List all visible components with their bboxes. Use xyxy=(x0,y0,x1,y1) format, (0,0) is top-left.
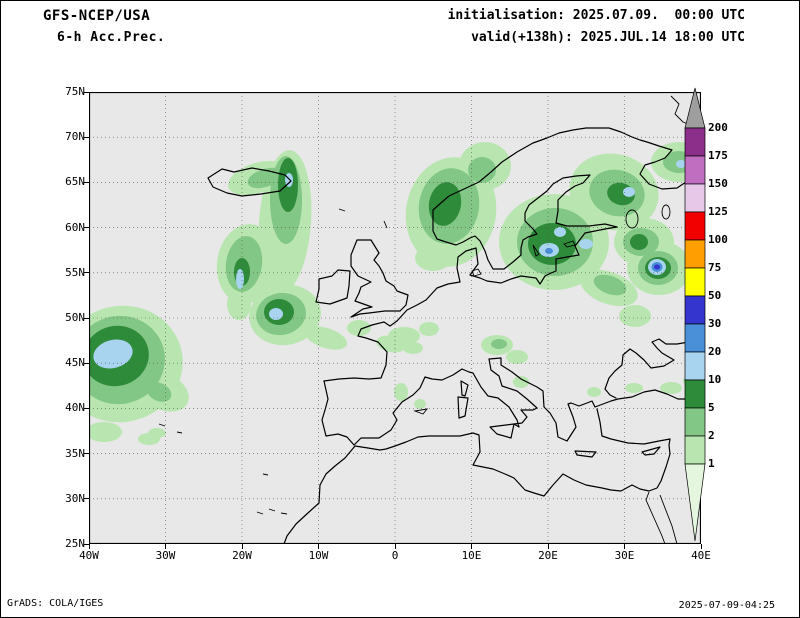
lat-tick-label: 25N xyxy=(65,537,85,550)
lat-tick-label: 40N xyxy=(65,401,85,415)
lat-tick xyxy=(84,317,89,319)
colorbar-tick-label: 2 xyxy=(708,429,715,442)
lat-tick xyxy=(84,543,89,545)
lon-tick xyxy=(241,544,243,549)
lon-tick xyxy=(471,544,472,549)
lat-tick-label: 50N xyxy=(65,311,85,324)
colorbar-tick-label: 125 xyxy=(708,205,728,218)
lon-tick-label: 20E xyxy=(538,549,558,562)
colorbar-segment xyxy=(684,211,706,241)
colorbar-segment xyxy=(684,351,706,381)
valid-time-label: valid(+138h): 2025.JUL.14 18:00 UTC xyxy=(471,30,745,45)
colorbar-tick-label: 50 xyxy=(708,289,722,302)
product-title: 6-h Acc.Prec. xyxy=(57,30,166,45)
lon-tick xyxy=(624,544,625,549)
colorbar-tick-label: 75 xyxy=(708,261,722,274)
precip-level-30-50mm xyxy=(654,264,660,270)
lon-tick-label: 30E xyxy=(614,549,635,562)
coastlines xyxy=(158,95,701,544)
lat-tick-label: 35N xyxy=(65,446,85,460)
colorbar-tick-label: 30 xyxy=(708,317,722,330)
lat-tick xyxy=(84,498,89,500)
lon-tick xyxy=(700,544,702,549)
colorbar-under-arrow xyxy=(684,463,706,542)
colorbar-segment xyxy=(684,183,706,213)
lat-tick-label: 70N xyxy=(65,130,85,144)
lat-tick-label: 45N xyxy=(65,356,85,370)
lon-tick-label: 20W xyxy=(232,549,252,562)
precip-level-2-5mm xyxy=(89,151,695,405)
creation-timestamp: 2025-07-09-04:25 xyxy=(678,600,775,611)
model-title: GFS-NCEP/USA xyxy=(43,8,151,24)
colorbar-segment xyxy=(684,379,706,409)
colorbar-tick-label: 100 xyxy=(708,233,728,246)
colorbar-segment xyxy=(684,407,706,437)
lon-tick-label: 40E xyxy=(691,549,711,562)
lat-tick-label: 55N xyxy=(65,265,85,279)
grads-credit: GrADS: COLA/IGES xyxy=(7,598,104,609)
lon-tick-label: 0 xyxy=(391,549,399,562)
lat-tick-label: 60N xyxy=(65,220,85,234)
lat-tick xyxy=(84,181,89,183)
grid-lines xyxy=(89,92,701,544)
lat-tick-label: 30N xyxy=(65,491,85,505)
lon-tick xyxy=(394,544,396,549)
lat-tick xyxy=(84,136,89,138)
lon-tick-label: 10E xyxy=(461,549,482,562)
init-time-label: initialisation: 2025.07.09. 00:00 UTC xyxy=(447,8,745,23)
lon-tick-label: 30W xyxy=(155,549,176,562)
precip-level-10-20mm xyxy=(93,160,686,369)
colorbar-tick-label: 1 xyxy=(708,457,715,470)
colorbar xyxy=(684,87,706,542)
precip-shading xyxy=(89,142,701,445)
lon-tick xyxy=(318,544,319,549)
lon-tick xyxy=(165,544,166,549)
colorbar-segment xyxy=(684,155,706,185)
lat-tick-label: 75N xyxy=(65,85,85,98)
precip-map xyxy=(89,92,701,544)
colorbar-tick-label: 20 xyxy=(708,345,722,358)
colorbar-over-arrow xyxy=(684,87,706,129)
lon-tick xyxy=(547,544,549,549)
colorbar-tick-label: 5 xyxy=(708,401,715,414)
colorbar-tick-label: 175 xyxy=(708,149,728,162)
colorbar-segment xyxy=(684,323,706,353)
lon-tick-label: 10W xyxy=(308,549,329,562)
lat-tick xyxy=(84,272,89,274)
colorbar-tick-label: 10 xyxy=(708,373,722,386)
colorbar-segment xyxy=(684,435,706,465)
lat-tick xyxy=(84,91,89,93)
lat-tick-label: 65N xyxy=(65,175,85,189)
colorbar-tick-label: 200 xyxy=(708,121,728,134)
lat-tick xyxy=(84,362,89,364)
lon-tick-label: 40W xyxy=(79,549,99,562)
lat-tick xyxy=(84,453,89,455)
lat-tick xyxy=(84,227,89,229)
lon-tick xyxy=(88,544,90,549)
lat-tick xyxy=(84,407,89,409)
colorbar-segment xyxy=(684,127,706,157)
colorbar-segment xyxy=(684,267,706,297)
colorbar-segment xyxy=(684,295,706,325)
colorbar-segment xyxy=(684,239,706,269)
colorbar-tick-label: 150 xyxy=(708,177,728,190)
